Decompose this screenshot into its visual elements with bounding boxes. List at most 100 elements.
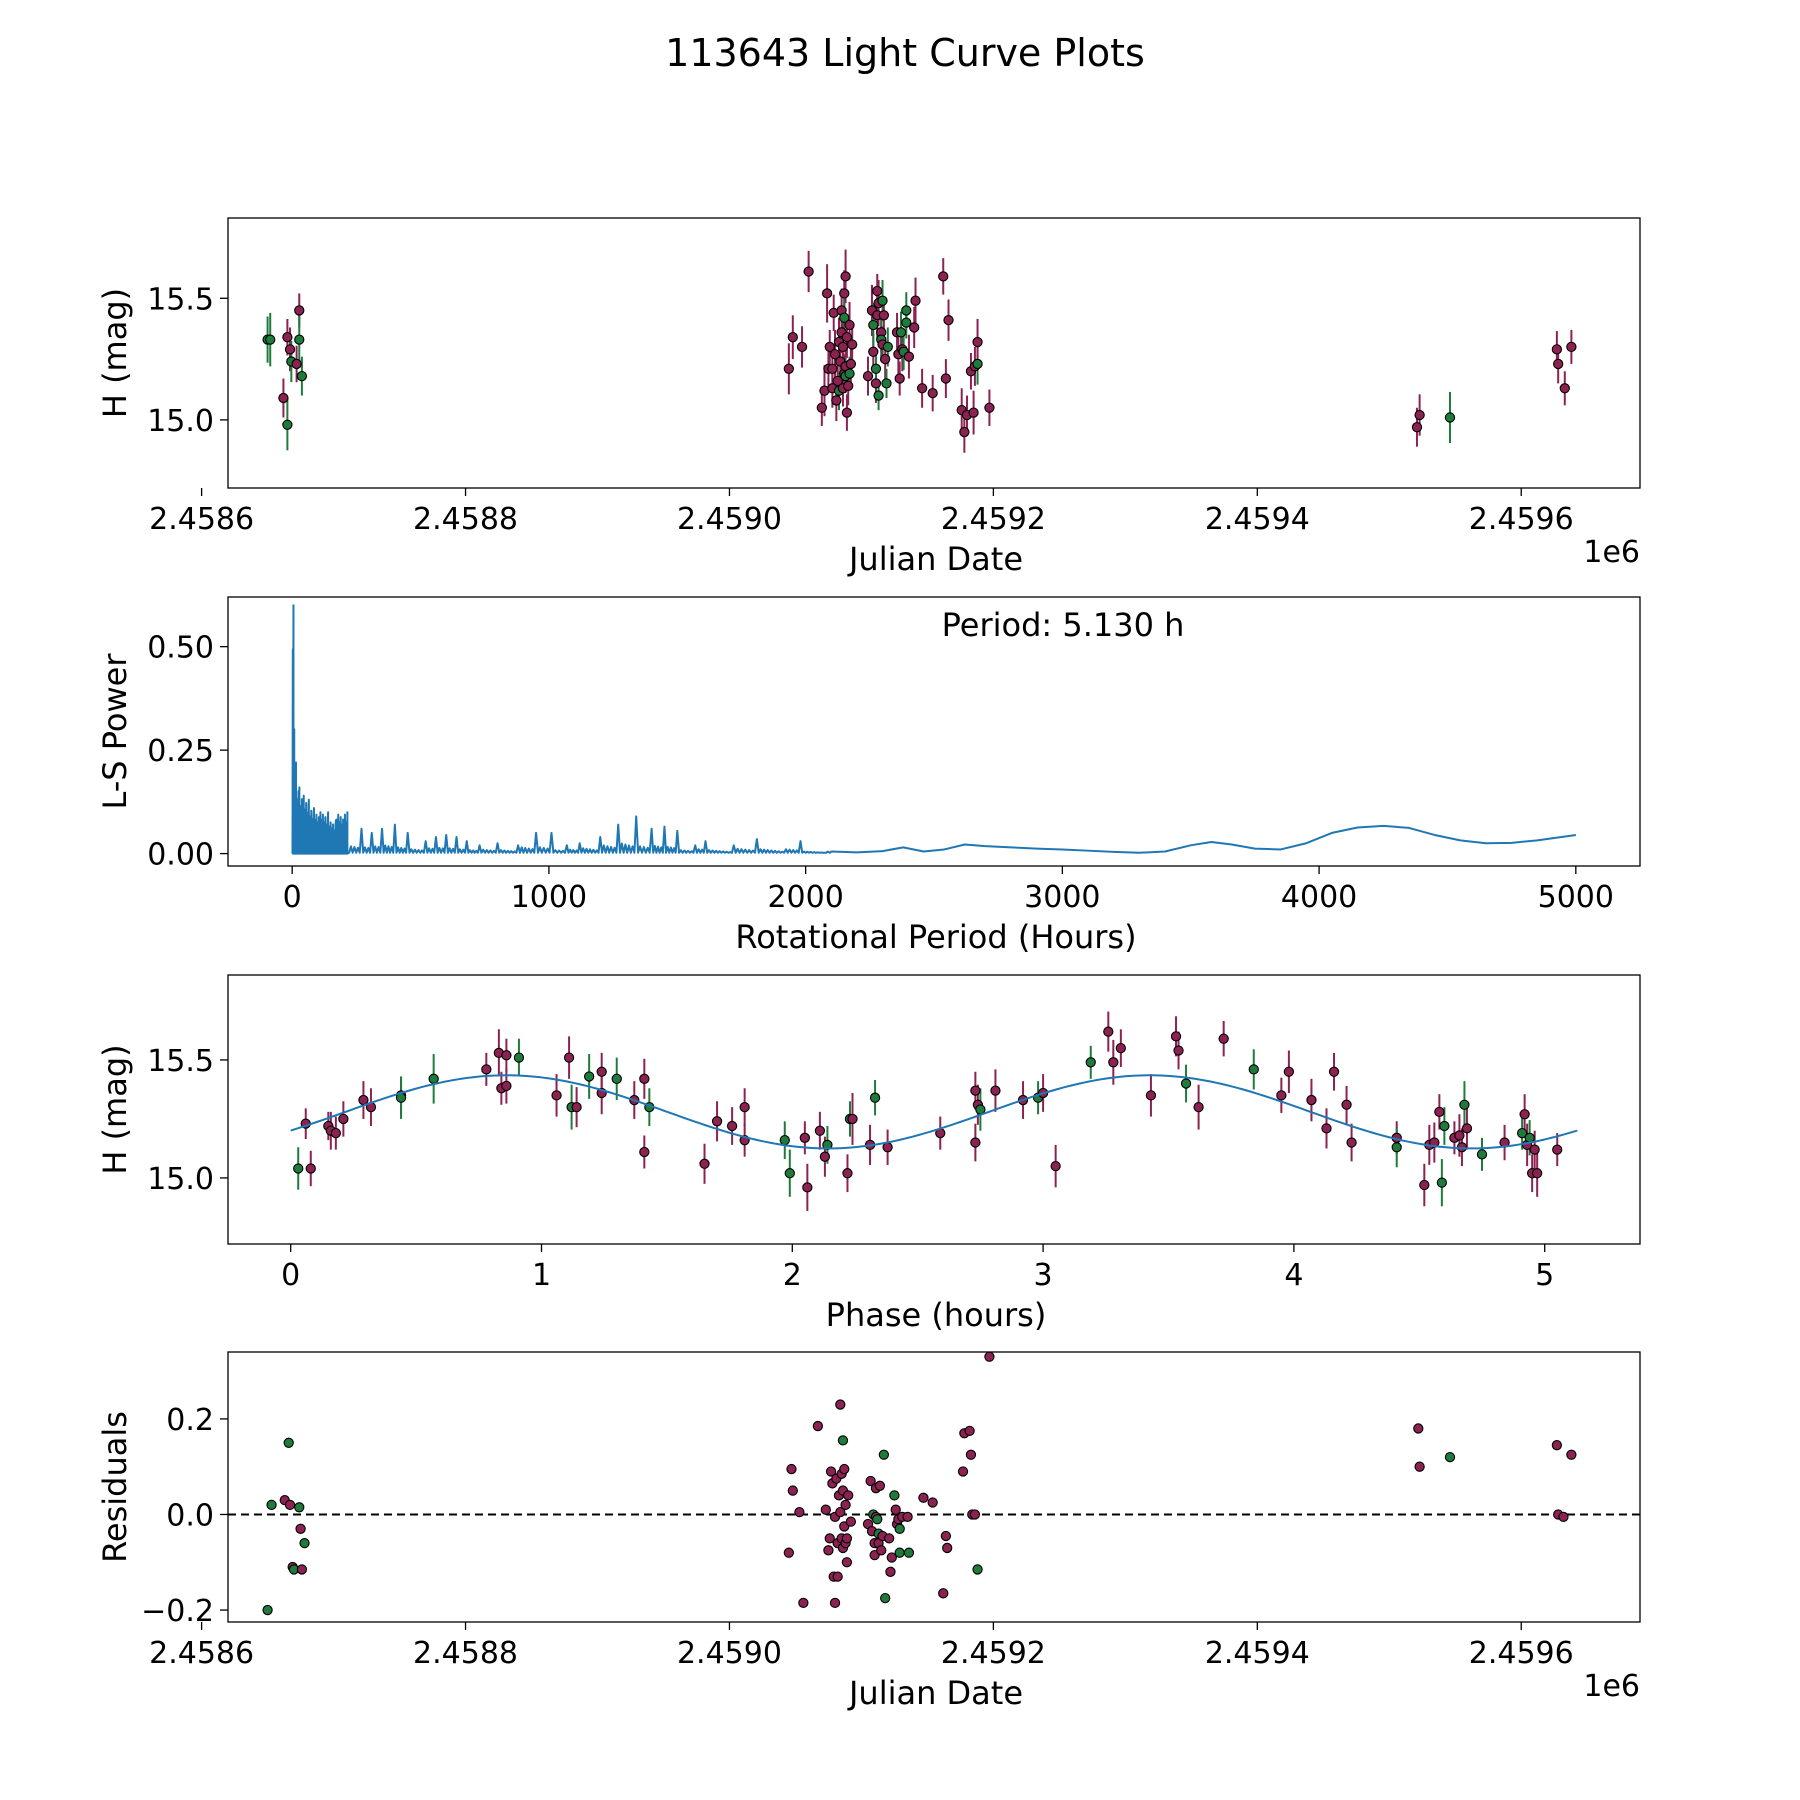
data-point [1551, 1440, 1563, 1451]
data-point [842, 1168, 853, 1179]
x-axis-label: Rotational Period (Hours) [735, 918, 1136, 956]
data-point [972, 1564, 983, 1575]
data-point [840, 1499, 851, 1511]
data-point [829, 349, 841, 360]
data-point [822, 1139, 833, 1151]
data-point [799, 1132, 810, 1143]
data-point [883, 1533, 895, 1544]
axes-frame [227, 1351, 1641, 1623]
data-point [844, 368, 855, 379]
data-point [832, 375, 843, 387]
data-point [881, 378, 892, 389]
data-point [803, 266, 814, 277]
data-point [1444, 1451, 1456, 1463]
data-point [870, 378, 882, 389]
data-point [972, 336, 983, 348]
data-point [1414, 1461, 1425, 1472]
data-point [266, 1499, 277, 1511]
data-point [844, 319, 855, 331]
data-point [970, 1137, 981, 1148]
data-point [909, 322, 920, 333]
data-point [841, 1557, 853, 1568]
data-point [886, 1552, 897, 1563]
x-tick-label: 2.4586 [149, 502, 254, 537]
data-point [1248, 1064, 1259, 1075]
data-point [1391, 1142, 1402, 1153]
data-point [1551, 344, 1563, 355]
y-tick-label: 0.00 [147, 838, 214, 873]
data-point [839, 288, 850, 299]
data-point [1306, 1094, 1317, 1106]
data-point [843, 1490, 854, 1501]
data-point [563, 1052, 575, 1063]
data-point [943, 315, 954, 326]
data-point [878, 310, 890, 321]
data-point [786, 1463, 797, 1475]
x-axis-label: Julian Date [847, 1674, 1023, 1712]
data-point [837, 341, 849, 353]
data-point [865, 1475, 876, 1487]
data-point [501, 1050, 512, 1061]
data-point [278, 392, 289, 404]
data-point [825, 1466, 837, 1477]
data-point [294, 305, 305, 316]
x-tick-label: 5000 [1538, 880, 1614, 915]
data-point [1558, 1511, 1569, 1523]
data-point [1050, 1160, 1061, 1172]
data-point [284, 1499, 296, 1511]
data-point [481, 1064, 492, 1075]
periodogram-line [291, 604, 1576, 855]
data-point [787, 1485, 798, 1496]
y-tick-label: 0.25 [147, 734, 214, 769]
data-point [1413, 1423, 1424, 1434]
data-point [305, 1163, 316, 1174]
data-point [843, 380, 854, 391]
data-point [784, 1168, 795, 1179]
data-point [1476, 1149, 1488, 1160]
data-point [1145, 1090, 1157, 1101]
x-tick-label: 2.4590 [677, 1636, 782, 1671]
data-point [1173, 1045, 1184, 1056]
data-point [283, 1437, 294, 1448]
data-point [970, 1085, 981, 1096]
data-point [282, 419, 293, 430]
data-point [1341, 1099, 1352, 1110]
x-offset-label: 1e6 [1583, 535, 1640, 570]
data-point [841, 1533, 853, 1544]
data-point [885, 1566, 896, 1577]
data-point [1346, 1137, 1357, 1148]
plots-layer: 2.4586 2.4588 2.4590 2.4592 2.4594 2.4596 15.0… [96, 217, 1641, 1712]
x-axis-label: Julian Date [847, 540, 1023, 578]
data-point [918, 1492, 929, 1503]
data-point [358, 1094, 369, 1106]
x-tick-label: 2.4594 [1205, 1636, 1310, 1671]
data-point [1115, 1042, 1126, 1054]
data-point [910, 295, 921, 306]
x-offset-label: 1e6 [1583, 1669, 1640, 1704]
data-point [294, 334, 305, 345]
data-point [903, 351, 915, 362]
data-point [1566, 341, 1577, 353]
panel-raw-lightcurve: 2.4586 2.4588 2.4590 2.4592 2.4594 2.4596 15.0… [96, 217, 1641, 578]
data-point [1108, 1057, 1119, 1068]
data-point [839, 1463, 850, 1475]
y-tick-label: 15.0 [147, 1162, 214, 1197]
data-point [284, 344, 296, 355]
x-tick-label: 2.4590 [677, 502, 782, 537]
x-tick-label: 3000 [1024, 880, 1100, 915]
data-point [1103, 1026, 1114, 1037]
data-point [726, 1120, 738, 1132]
data-point [1283, 1066, 1295, 1077]
data-point [877, 295, 888, 306]
data-point [1532, 1168, 1543, 1179]
x-tick-label: 2000 [767, 880, 843, 915]
data-point [901, 305, 912, 316]
x-tick-label: 4000 [1281, 880, 1357, 915]
y-tick-label: −0.2 [141, 1594, 214, 1629]
data-point [835, 1399, 846, 1410]
y-axis-label: H (mag) [96, 288, 134, 418]
data-point [889, 1490, 900, 1501]
data-point [299, 1538, 310, 1549]
data-point [1411, 422, 1423, 433]
